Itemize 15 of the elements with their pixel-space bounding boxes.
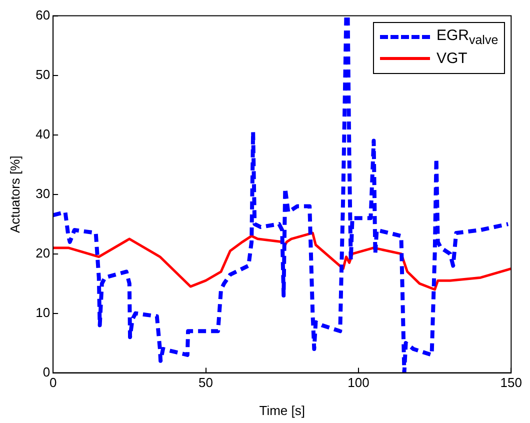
y-axis-title: Actuators [%] (7, 156, 22, 233)
y-tick-label: 60 (36, 7, 50, 22)
legend-label: VGT (436, 50, 468, 68)
y-tick-label: 20 (36, 245, 50, 260)
y-tick-label: 40 (36, 126, 50, 142)
y-tick-label: 30 (36, 186, 50, 201)
x-tick-label: 150 (500, 375, 522, 390)
y-tick-label: 0 (42, 364, 50, 380)
x-axis-title: Time [s] (259, 402, 305, 418)
line-series (53, 16, 510, 373)
y-tick-label: 10 (36, 304, 50, 320)
legend-label: EGR$_{valve}$ (436, 26, 498, 47)
x-tick-label: 50 (198, 375, 213, 390)
x-tick-label: 100 (348, 375, 370, 390)
y-tick-label: 50 (36, 66, 50, 82)
